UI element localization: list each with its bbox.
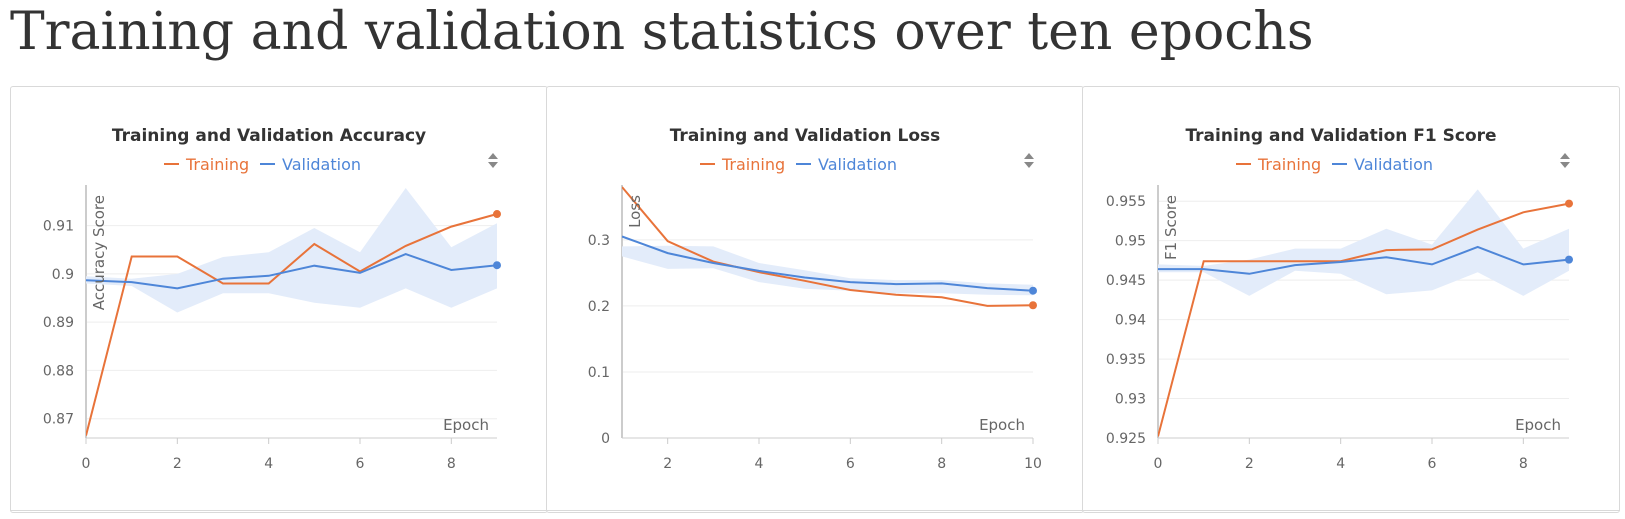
x-tick-label: 10 [1024, 456, 1042, 472]
series-end-point-training[interactable] [1029, 301, 1037, 310]
y-tick-label: 0.945 [1106, 273, 1146, 289]
x-tick-label: 8 [447, 456, 456, 472]
y-tick-label: 0.93 [1115, 392, 1146, 408]
x-tick-label: 6 [1428, 456, 1437, 472]
legend-item-validation[interactable]: Validation [1332, 155, 1433, 174]
x-tick-label: 0 [82, 456, 91, 472]
y-axis-label: Loss [626, 195, 644, 228]
series-line-training[interactable] [86, 213, 498, 436]
x-tick-label: 6 [356, 456, 365, 472]
y-axis-label: Accuracy Score [90, 195, 108, 310]
chart-legend: Training Validation [700, 155, 897, 174]
x-tick-label: 6 [846, 456, 855, 472]
f1-chart-panel: Training and Validation F1 Score Training… [1082, 86, 1620, 513]
legend-label: Training [1257, 155, 1321, 174]
x-tick-label: 8 [1519, 456, 1528, 472]
y-tick-label: 0.2 [588, 299, 610, 315]
x-tick-label: 8 [937, 456, 946, 472]
accuracy-chart-panel: Training and Validation Accuracy Training… [10, 86, 548, 513]
x-tick-label: 2 [663, 456, 672, 472]
chart-title: Training and Validation Accuracy [112, 126, 426, 146]
legend-item-validation[interactable]: Validation [796, 155, 897, 174]
y-axis-label: F1 Score [1162, 195, 1180, 260]
x-tick-label: 4 [264, 456, 273, 472]
x-axis-label: Epoch [443, 416, 489, 434]
y-tick-label: 0 [601, 431, 610, 447]
loss-chart: Training and Validation Loss Training Vali… [588, 126, 1042, 472]
sort-updown-icon[interactable] [488, 153, 498, 168]
legend-item-validation[interactable]: Validation [260, 155, 361, 174]
legend-item-training[interactable]: Training [164, 155, 249, 174]
y-tick-label: 0.925 [1106, 431, 1146, 447]
y-tick-label: 0.87 [43, 412, 74, 428]
validation-confidence-band [622, 245, 1033, 296]
series-line-validation[interactable] [86, 253, 498, 290]
y-tick-label: 0.955 [1106, 194, 1146, 210]
legend-item-training[interactable]: Training [1236, 155, 1321, 174]
chart-legend: Training Validation [1236, 155, 1433, 174]
y-tick-label: 0.3 [588, 233, 610, 249]
series-end-point-training[interactable] [1565, 199, 1573, 208]
f1-chart: Training and Validation F1 Score Training… [1106, 126, 1573, 472]
chart-title: Training and Validation F1 Score [1185, 126, 1496, 146]
legend-label: Validation [1354, 155, 1433, 174]
x-axis-label: Epoch [979, 416, 1025, 434]
x-tick-label: 4 [1336, 456, 1345, 472]
y-tick-label: 0.9 [52, 267, 74, 283]
y-tick-label: 0.89 [43, 315, 74, 331]
legend-label: Training [721, 155, 785, 174]
y-tick-label: 0.91 [43, 219, 74, 235]
x-tick-label: 4 [755, 456, 764, 472]
series-line-training[interactable] [622, 186, 1034, 307]
sort-updown-icon[interactable] [1024, 153, 1034, 168]
series-end-point-validation[interactable] [493, 261, 501, 270]
y-tick-label: 0.1 [588, 365, 610, 381]
series-line-validation[interactable] [1158, 245, 1570, 275]
legend-label: Validation [282, 155, 361, 174]
y-tick-label: 0.95 [1115, 234, 1146, 250]
series-end-point-validation[interactable] [1565, 255, 1573, 264]
validation-confidence-band [86, 188, 497, 313]
y-tick-label: 0.88 [43, 363, 74, 379]
x-tick-label: 0 [1154, 456, 1163, 472]
x-tick-label: 2 [173, 456, 182, 472]
loss-chart-panel: Training and Validation Loss Training Vali… [546, 86, 1084, 513]
series-line-validation[interactable] [622, 235, 1034, 292]
next-panel-edge [10, 510, 1620, 519]
y-tick-label: 0.935 [1106, 352, 1146, 368]
accuracy-chart: Training and Validation Accuracy Training… [43, 126, 501, 472]
page-title: Training and validation statistics over … [10, 2, 1314, 62]
validation-confidence-band [1158, 189, 1569, 296]
series-end-point-validation[interactable] [1029, 286, 1037, 295]
x-axis-label: Epoch [1515, 416, 1561, 434]
legend-label: Training [185, 155, 249, 174]
series-line-training[interactable] [1158, 202, 1570, 437]
legend-item-training[interactable]: Training [700, 155, 785, 174]
series-end-point-training[interactable] [493, 210, 501, 219]
legend-label: Validation [818, 155, 897, 174]
chart-legend: Training Validation [164, 155, 361, 174]
sort-updown-icon[interactable] [1560, 153, 1570, 168]
x-tick-label: 2 [1245, 456, 1254, 472]
y-tick-label: 0.94 [1115, 313, 1146, 329]
chart-title: Training and Validation Loss [670, 126, 941, 146]
